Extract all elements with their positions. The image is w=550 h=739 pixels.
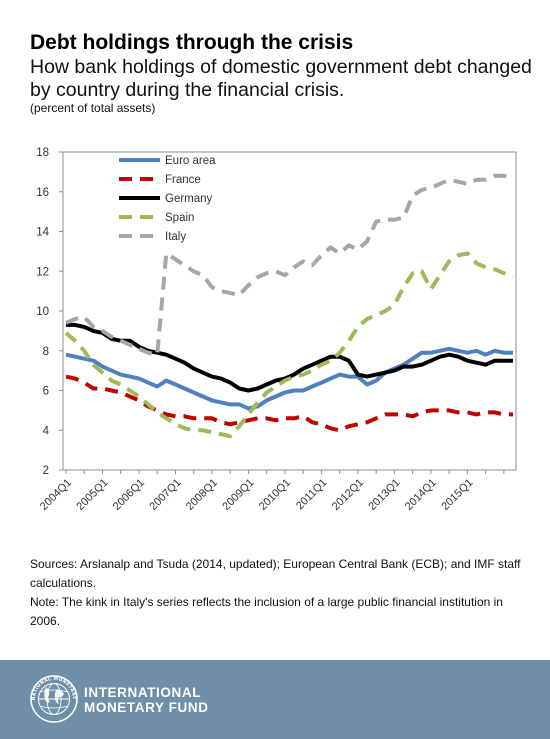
x-tick-label: 2004Q1 — [38, 477, 74, 513]
series-line-france — [65, 374, 513, 433]
x-tick-label: 2014Q1 — [403, 477, 439, 513]
chart-subtitle: How bank holdings of domestic government… — [30, 56, 532, 101]
y-tick-label: 4 — [43, 425, 50, 437]
legend-label: Germany — [165, 193, 213, 205]
y-tick-label: 6 — [43, 386, 49, 398]
x-tick-label: 2007Q1 — [147, 477, 183, 513]
x-tick-label: 2009Q1 — [220, 477, 256, 513]
imf-seal-logo: INTERNATIONAL MONETARY FUND — [30, 675, 78, 723]
x-tick-label: 2015Q1 — [439, 477, 475, 513]
series-line-euro-area — [65, 346, 513, 411]
svg-text:INTERNATIONAL MONETARY FUND: INTERNATIONAL MONETARY FUND — [30, 675, 77, 701]
x-tick-label: 2010Q1 — [257, 477, 293, 513]
x-tick-label: 2006Q1 — [111, 477, 147, 513]
y-tick-label: 14 — [36, 227, 49, 239]
series-lines — [64, 173, 514, 439]
org-name-line2: MONETARY FUND — [84, 700, 209, 715]
x-tick-label: 2008Q1 — [184, 477, 220, 513]
y-tick-label: 10 — [36, 306, 49, 318]
imf-wordmark: INTERNATIONAL MONETARY FUND — [84, 685, 209, 715]
x-tick-label: 2012Q1 — [330, 477, 366, 513]
x-tick-label: 2013Q1 — [366, 477, 402, 513]
y-tick-label: 18 — [36, 147, 49, 159]
series-line-italy — [65, 173, 514, 357]
units-label: (percent of total assets) — [30, 101, 156, 115]
org-name-line1: INTERNATIONAL — [84, 685, 202, 700]
legend-label: Euro area — [165, 155, 216, 167]
legend-label: France — [165, 174, 201, 186]
sources-note: Sources: Arslanalp and Tsuda (2014, upda… — [30, 557, 521, 590]
kink-note: Note: The kink in Italy's series reflect… — [30, 595, 503, 628]
y-tick-label: 16 — [36, 187, 49, 199]
legend-label: Spain — [165, 212, 194, 224]
y-tick-label: 2 — [43, 465, 49, 477]
chart-notes: Sources: Arslanalp and Tsuda (2014, upda… — [30, 555, 530, 631]
legend: Euro area France Germany Spain Italy — [119, 155, 216, 243]
x-tick-label: 2005Q1 — [74, 477, 110, 513]
x-tick-label: 2011Q1 — [294, 477, 330, 513]
seal-text: INTERNATIONAL MONETARY FUND — [30, 675, 77, 701]
y-tick-label: 12 — [36, 266, 49, 278]
imf-footer: INTERNATIONAL MONETARY FUND INTERNATIONA… — [0, 660, 550, 739]
y-tick-label: 8 — [43, 346, 49, 358]
chart-title: Debt holdings through the crisis — [30, 31, 354, 54]
series-line-spain — [64, 251, 514, 439]
legend-label: Italy — [165, 231, 186, 243]
